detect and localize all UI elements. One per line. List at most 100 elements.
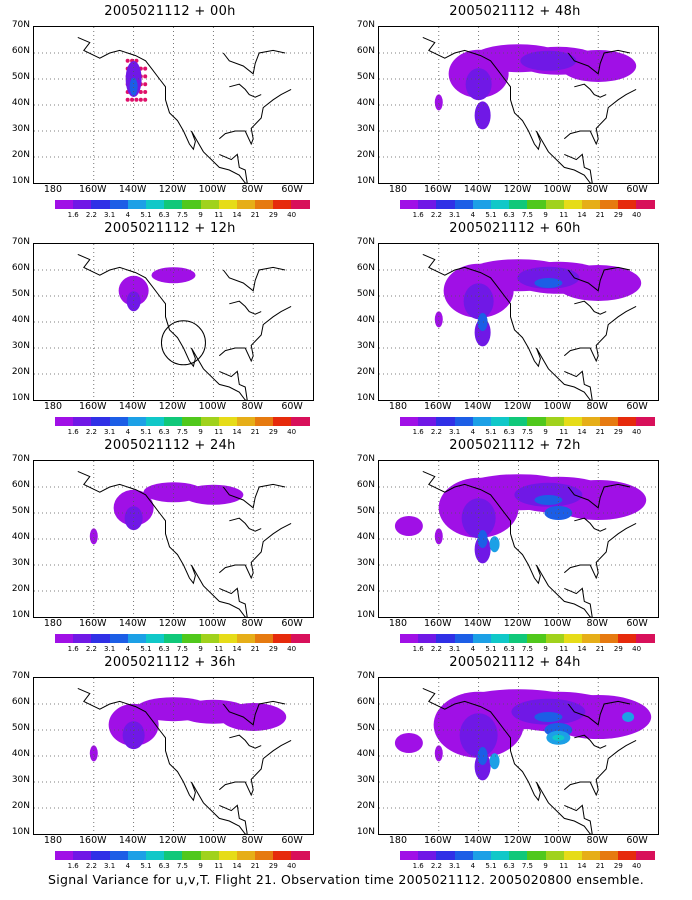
colorbar-swatch: [127, 417, 146, 426]
panel-title: 2005021112 + 84h: [449, 655, 581, 670]
colorbar-swatch: [618, 634, 637, 643]
colorbar-swatch: [255, 851, 274, 860]
colorbar-swatch: [454, 634, 473, 643]
colorbar-label: 2.2: [85, 862, 97, 870]
variance-shading: [394, 733, 423, 753]
colorbar-swatch: [218, 634, 237, 643]
coastline: [567, 266, 631, 292]
colorbar-swatch: [182, 417, 201, 426]
colorbar-label: 7.5: [521, 211, 533, 219]
latitude-label: 10N: [11, 176, 30, 186]
latitude-label: 20N: [356, 367, 375, 377]
latitude-label: 30N: [11, 341, 30, 351]
colorbar: [400, 634, 655, 643]
latitude-label: 40N: [11, 98, 30, 108]
longitude-label: 180: [43, 184, 62, 195]
coastline: [229, 83, 262, 98]
colorbar-label: 4: [125, 211, 131, 219]
colorbar-swatch: [236, 634, 256, 643]
latitude-label: 10N: [11, 827, 30, 837]
colorbar-label: 14: [577, 862, 587, 870]
latitude-label: 70N: [11, 671, 30, 681]
colorbar-swatch: [563, 634, 582, 643]
colorbar-label: 6.3: [503, 862, 515, 870]
coastline: [564, 370, 593, 400]
latitude-label: 70N: [356, 671, 375, 681]
variance-shading: [534, 495, 563, 505]
colorbar: [55, 851, 310, 860]
colorbar-label: 9: [543, 428, 548, 436]
colorbar-label: 4: [470, 862, 476, 870]
coastline: [219, 804, 248, 834]
colorbar-label: 5.1: [140, 862, 152, 870]
colorbar-swatch: [291, 417, 310, 426]
colorbar-label: 7.5: [521, 645, 533, 653]
colorbar-swatch: [581, 417, 601, 426]
map-plot: [378, 26, 659, 184]
longitude-label: 80W: [241, 618, 263, 629]
colorbar-swatch: [145, 634, 165, 643]
figure-caption: Signal Variance for u,v,T. Flight 21. Ob…: [47, 872, 645, 887]
colorbar-swatch: [400, 851, 419, 860]
panel-title: 2005021112 + 12h: [104, 221, 236, 236]
latitude-label: 30N: [356, 775, 375, 785]
colorbar-label: 14: [232, 428, 242, 436]
map-panel: 2005021112 + 48h 70N 60N 50N 40N 30N 20N 10N 180…: [345, 4, 685, 222]
colorbar-label: 21: [250, 428, 260, 436]
coastline: [567, 49, 631, 75]
colorbar-swatch: [255, 417, 274, 426]
variance-shading: [560, 50, 637, 82]
longitude-label: 140W: [118, 835, 147, 846]
colorbar-swatch: [400, 634, 419, 643]
latitude-label: 30N: [11, 124, 30, 134]
colorbar-label: 29: [268, 862, 278, 870]
colorbar-swatch: [291, 200, 310, 209]
longitude-label: 120W: [158, 184, 187, 195]
colorbar-swatch: [73, 851, 92, 860]
latitude-label: 50N: [11, 72, 30, 82]
colorbar-label: 4: [470, 645, 476, 653]
colorbar-label: 6.3: [158, 428, 170, 436]
variance-shading: [124, 506, 143, 531]
panel-title: 2005021112 + 60h: [449, 221, 581, 236]
colorbar-label: 21: [595, 862, 605, 870]
variance-shading: [465, 68, 492, 101]
colorbar-swatch: [490, 634, 510, 643]
colorbar-swatch: [600, 200, 619, 209]
colorbar-label: 7.5: [521, 862, 533, 870]
colorbar-swatch: [418, 200, 437, 209]
colorbar-label: 9: [198, 645, 203, 653]
observation-dot: [138, 97, 143, 102]
longitude-label: 100W: [543, 618, 572, 629]
latitude-label: 60N: [11, 480, 30, 490]
panel-title: 2005021112 + 00h: [104, 4, 236, 19]
longitude-label: 60W: [281, 401, 303, 412]
longitude-label: 60W: [281, 184, 303, 195]
longitude-label: 160W: [424, 184, 452, 195]
colorbar: [55, 634, 310, 643]
map-plot: [378, 460, 659, 618]
colorbar-label: 5.1: [140, 428, 152, 436]
colorbar-label: 9: [543, 211, 548, 219]
colorbar-swatch: [581, 634, 601, 643]
map-plot: [378, 677, 659, 835]
colorbar-label: 3.1: [449, 428, 461, 436]
target-circle: [160, 320, 206, 366]
latitude-label: 60N: [11, 697, 30, 707]
coastline: [219, 153, 248, 183]
colorbar-label: 9: [543, 862, 548, 870]
colorbar-label: 9: [198, 211, 203, 219]
variance-shading: [622, 712, 635, 722]
latitude-label: 50N: [356, 289, 375, 299]
longitude-label: 100W: [198, 184, 227, 195]
colorbar-swatch: [563, 417, 582, 426]
latitude-label: 10N: [356, 827, 375, 837]
colorbar-label: 9: [198, 428, 203, 436]
colorbar-label: 11: [214, 428, 224, 436]
colorbar-swatch: [527, 634, 546, 643]
colorbar-label: 21: [595, 211, 605, 219]
colorbar-swatch: [164, 200, 183, 209]
longitude-label: 180: [388, 184, 407, 195]
latitude-label: 50N: [11, 723, 30, 733]
variance-shading: [89, 528, 98, 545]
